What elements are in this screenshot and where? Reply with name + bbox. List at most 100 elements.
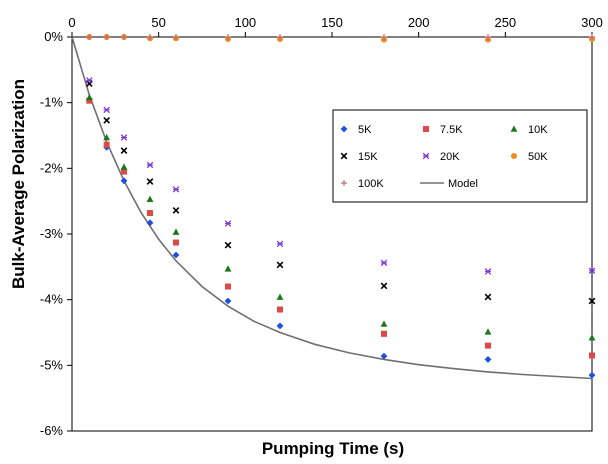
data-point — [380, 352, 388, 360]
y-tick-label: -6% — [40, 423, 64, 438]
data-point — [120, 134, 128, 141]
data-point — [276, 261, 284, 269]
legend-entry-50k: 50K — [511, 151, 548, 163]
legend-entry-5k: 5K — [340, 124, 372, 136]
data-point — [277, 34, 283, 40]
data-point — [86, 34, 93, 40]
data-point — [146, 161, 154, 169]
model-curve — [71, 36, 593, 380]
marker-stroke — [103, 117, 111, 124]
y-tick-label: -1% — [40, 95, 64, 110]
legend-label: 20K — [440, 151, 460, 163]
x-tick-label: 250 — [494, 15, 516, 30]
x-tick-label: 100 — [234, 15, 256, 30]
y-tick-label: 0% — [44, 29, 63, 44]
series-100k — [86, 34, 595, 40]
data-point — [120, 147, 128, 154]
data-point — [85, 93, 93, 101]
x-tick-label: 150 — [321, 15, 343, 30]
legend-label: 100K — [358, 178, 384, 190]
marker-stroke — [146, 178, 154, 185]
data-point — [588, 334, 596, 341]
legend-box — [332, 109, 588, 203]
legend-marker — [340, 152, 348, 160]
y-axis: 0% -1% -2% -3% -4% -5% -6% — [40, 29, 72, 438]
legend-items: 5K 7.5K 10K 15K 20K 50K 100K Model — [340, 124, 548, 190]
series-50k — [86, 34, 595, 43]
data-point — [277, 306, 283, 313]
x-tick-label: 200 — [408, 15, 430, 30]
data-point — [484, 293, 492, 301]
legend-entry-15k: 15K — [340, 151, 378, 163]
series-7-5k — [86, 97, 595, 359]
data-point — [146, 219, 154, 227]
data-point — [484, 356, 492, 363]
data-point — [103, 34, 110, 40]
plot-area — [71, 36, 593, 432]
legend-label: 10K — [528, 124, 548, 136]
marker-stroke — [120, 147, 128, 154]
legend-marker — [422, 152, 430, 160]
x-axis-title: Pumping Time (s) — [262, 439, 404, 458]
x-tick-label: 50 — [151, 15, 165, 30]
data-point — [380, 282, 388, 290]
data-point — [146, 178, 154, 185]
data-point — [147, 209, 153, 216]
data-point — [224, 297, 232, 305]
data-point — [484, 328, 492, 335]
legend-marker — [510, 125, 518, 132]
y-tick-label: -5% — [40, 357, 64, 372]
data-point — [86, 97, 93, 104]
data-point — [589, 34, 595, 40]
marker-stroke — [588, 297, 596, 305]
data-point — [172, 206, 180, 214]
x-axis: 0 50 100 150 200 250 300 — [68, 15, 603, 37]
legend-entry-100k: 100K — [341, 178, 384, 190]
data-point — [485, 342, 491, 349]
data-point — [485, 34, 491, 40]
legend-entry-model: Model — [420, 178, 478, 190]
marker-stroke — [224, 241, 232, 249]
marker-stroke — [172, 206, 180, 214]
model-curve-layer — [71, 36, 593, 380]
data-point — [173, 34, 179, 40]
data-point — [589, 352, 595, 359]
data-point — [172, 251, 180, 259]
data-point — [147, 34, 153, 40]
plot-border — [71, 36, 593, 432]
marker-stroke — [276, 261, 284, 269]
marker-stroke — [380, 282, 388, 290]
data-point — [224, 220, 232, 227]
data-point — [172, 228, 180, 235]
data-point — [381, 34, 387, 40]
data-point — [276, 322, 284, 330]
legend-label: 15K — [358, 151, 378, 163]
legend-label: 7.5K — [440, 124, 463, 136]
legend-marker — [341, 180, 347, 186]
data-point — [224, 241, 232, 249]
data-point — [121, 34, 127, 40]
data-point — [380, 259, 388, 267]
series-10k — [85, 93, 596, 341]
y-axis-title: Bulk-Average Polarization — [9, 79, 28, 289]
legend-label: 50K — [528, 151, 548, 163]
data-point — [172, 186, 180, 193]
data-point — [380, 320, 388, 327]
y-tick-label: -4% — [40, 292, 64, 307]
data-point — [86, 77, 93, 84]
data-point — [146, 195, 154, 202]
legend-entry-20k: 20K — [422, 151, 460, 163]
legend-marker — [340, 125, 348, 133]
data-point — [276, 240, 284, 248]
legend: 5K 7.5K 10K 15K 20K 50K 100K Model — [332, 109, 588, 203]
data-point — [381, 330, 387, 337]
data-point — [173, 239, 179, 246]
marker-stroke — [340, 152, 348, 160]
legend-marker — [511, 153, 517, 159]
data-points-layer — [85, 34, 596, 379]
legend-entry-10k: 10K — [510, 124, 548, 136]
x-tick-label: 0 — [68, 15, 75, 30]
data-point — [484, 268, 492, 275]
data-point — [225, 34, 231, 40]
